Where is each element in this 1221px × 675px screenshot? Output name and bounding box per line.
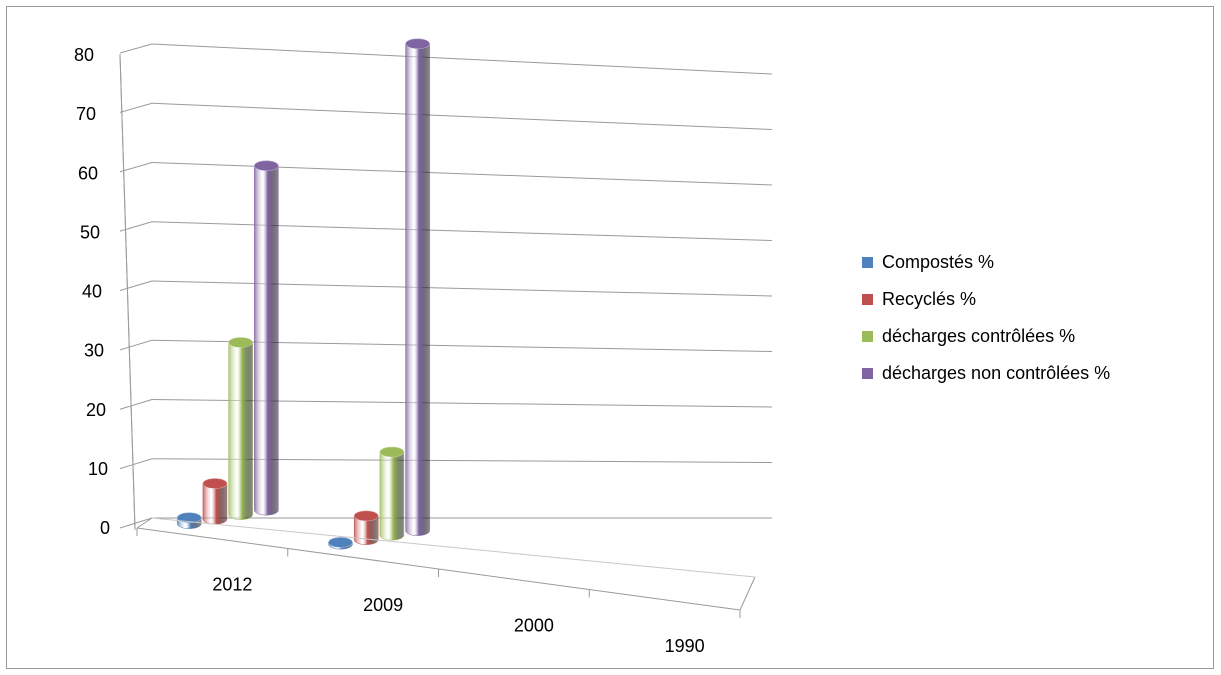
- y-axis-tick-labels: 0 10 20 30 40 50 60 70 80: [74, 45, 110, 538]
- x-tick-label: 2012: [212, 574, 252, 594]
- bar: [254, 160, 279, 516]
- legend-item: décharges contrôlées %: [862, 326, 1075, 346]
- y-tick-label: 10: [88, 459, 108, 479]
- side-gridline: [119, 458, 153, 470]
- gridline: [151, 280, 773, 297]
- side-gridline: [119, 221, 153, 232]
- floor-left-edge: [136, 517, 153, 529]
- x-axis-tick-labels: 2012 2009 2000 1990: [212, 574, 704, 656]
- bar: [202, 478, 228, 525]
- bar: [353, 510, 379, 545]
- y-tick-label: 50: [80, 222, 100, 242]
- bar-body: [379, 446, 405, 541]
- floor-back-edge: [151, 517, 756, 578]
- legend: Compostés % Recyclés % décharges contrôlée…: [862, 252, 1110, 383]
- side-gridline: [119, 517, 153, 529]
- x-tick-label: 1990: [665, 636, 705, 656]
- gridline: [151, 43, 773, 75]
- x-tick-label: 2009: [363, 595, 403, 615]
- y-tick-label: 30: [84, 341, 104, 361]
- bar-top: [228, 337, 253, 348]
- legend-swatch: [862, 294, 873, 305]
- legend-label: décharges non contrôlées %: [882, 363, 1110, 383]
- bar: [228, 337, 253, 520]
- y-axis-line: [119, 53, 136, 531]
- legend-swatch: [862, 331, 873, 342]
- y-tick-label: 40: [82, 282, 102, 302]
- legend-item: Recyclés %: [862, 289, 976, 309]
- legend-item: Compostés %: [862, 252, 994, 272]
- bar: [405, 38, 430, 536]
- bar-top: [254, 160, 279, 172]
- gridline: [151, 221, 773, 241]
- bar-top: [176, 512, 202, 524]
- axes: [119, 53, 756, 618]
- y-tick-label: 0: [100, 518, 110, 538]
- bar-top: [328, 537, 353, 548]
- bar: [328, 537, 353, 550]
- side-gridline: [119, 43, 153, 54]
- y-tick-label: 80: [74, 45, 94, 65]
- legend-label: Recyclés %: [882, 289, 976, 309]
- bar-body: [228, 337, 253, 520]
- legend-label: décharges contrôlées %: [882, 326, 1075, 346]
- gridline: [151, 102, 773, 130]
- legend-swatch: [862, 257, 873, 268]
- bar-body: [405, 38, 430, 536]
- side-gridline: [119, 102, 153, 113]
- legend-label: Compostés %: [882, 252, 994, 272]
- x-tick-label: 2000: [514, 615, 554, 635]
- y-tick-label: 70: [76, 104, 96, 124]
- bar-body: [254, 160, 279, 516]
- bar-top: [405, 38, 430, 50]
- bars: [176, 38, 430, 550]
- legend-swatch: [862, 368, 873, 379]
- side-gridline: [119, 162, 153, 173]
- legend-item: décharges non contrôlées %: [862, 363, 1110, 383]
- side-gridline: [119, 399, 153, 410]
- bar: [176, 512, 202, 529]
- y-tick-label: 60: [78, 163, 98, 183]
- gridlines: [119, 43, 773, 529]
- side-gridline: [119, 339, 153, 351]
- gridline: [151, 162, 773, 186]
- bar: [379, 446, 405, 541]
- bar-top: [202, 478, 228, 489]
- bar-top: [379, 446, 405, 458]
- bar-top: [353, 510, 379, 522]
- y-tick-label: 20: [86, 400, 106, 420]
- chart-frame: [6, 6, 1214, 669]
- side-gridline: [119, 280, 153, 291]
- floor-right-edge: [739, 576, 756, 611]
